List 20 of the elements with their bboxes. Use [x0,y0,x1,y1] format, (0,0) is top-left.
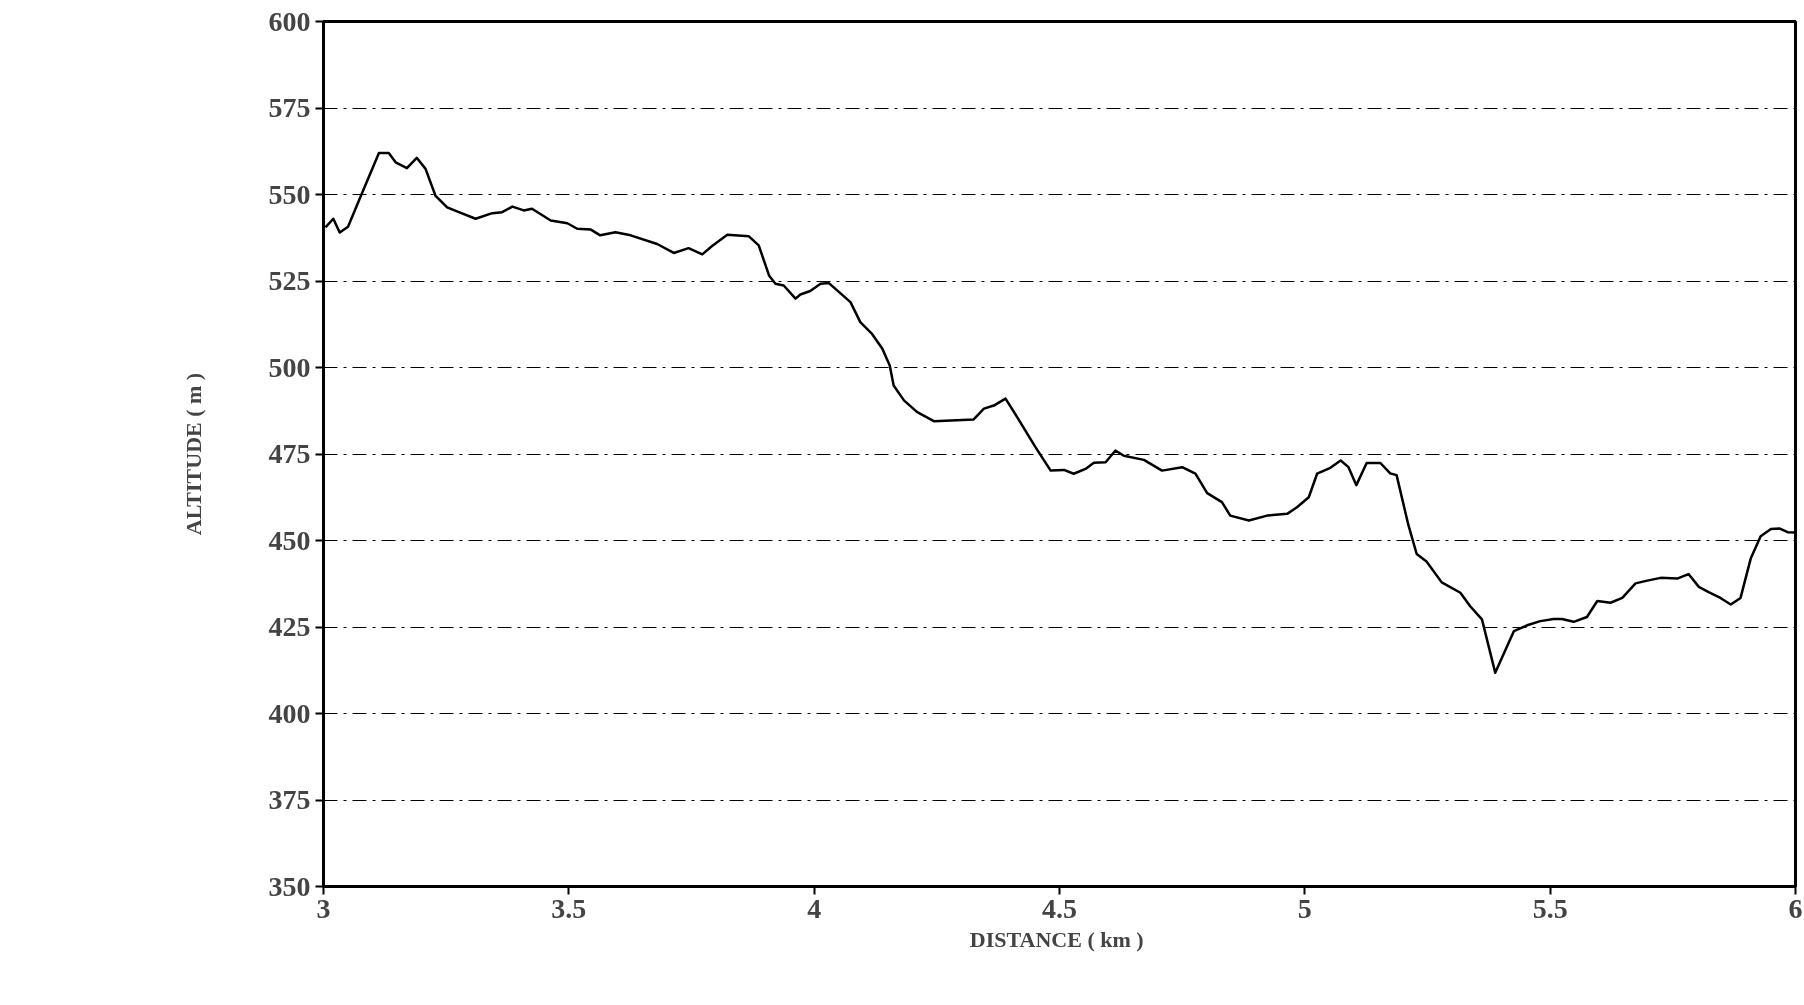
y-tick-label: 425 [268,611,311,642]
x-tick-label: 4 [807,892,822,924]
x-tick-label: 4.5 [1042,892,1077,924]
y-tick-label: 575 [268,92,311,123]
y-axis-title: ALTITUDE ( m ) [180,372,206,536]
x-axis-title: DISTANCE ( km ) [969,926,1144,952]
y-tick-label: 375 [268,784,311,815]
x-tick-label: 3.5 [551,892,587,924]
y-tick-label: 600 [268,5,311,37]
y-tick-label: 525 [268,265,311,296]
x-tick-label: 6 [1788,892,1803,924]
y-tick-label: 450 [268,524,311,556]
y-tick-label: 350 [268,870,311,902]
x-tick-label: 5.5 [1532,892,1568,924]
x-tick-label: 5 [1297,892,1312,924]
y-tick-label: 400 [268,697,311,729]
y-tick-label: 500 [268,351,311,383]
y-tick-label: 550 [268,178,311,210]
y-tick-label: 475 [268,438,311,469]
x-tick-label: 3 [316,892,331,924]
